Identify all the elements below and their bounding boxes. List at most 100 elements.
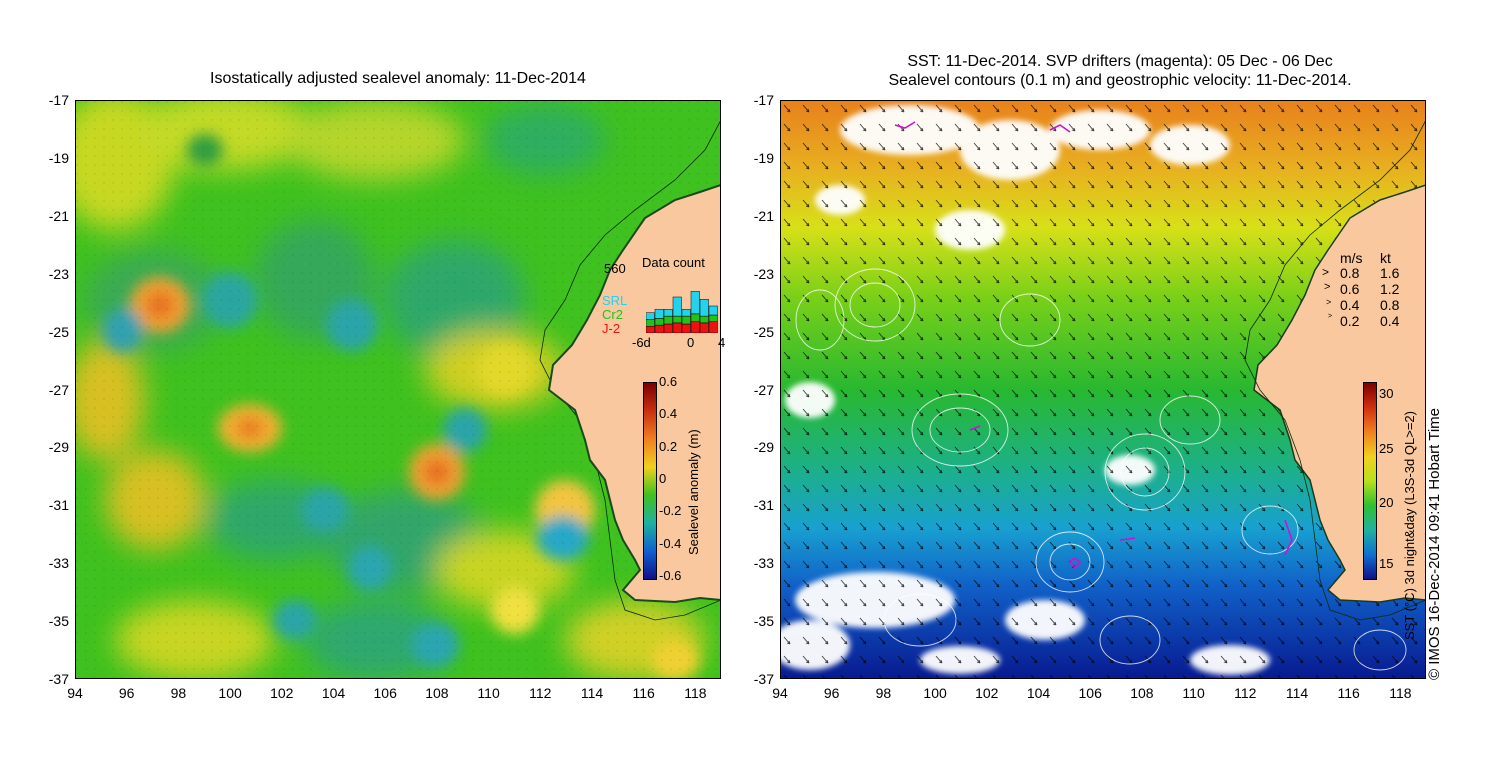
right-x-tick: 102	[975, 685, 999, 701]
data-count-bar-srl	[690, 291, 700, 315]
series-label-j2: J-2	[602, 321, 621, 336]
data-count-bar-cr2	[681, 315, 691, 325]
data-count-bar-srl	[654, 309, 664, 319]
right-x-tick: 98	[875, 685, 892, 701]
data-count-bar-srl	[663, 309, 673, 317]
left-x-tick: 116	[632, 685, 655, 701]
sla-colorbar-label: Sealevel anomaly (m)	[686, 429, 701, 555]
left-y-tick: -27	[48, 381, 69, 398]
data-count-bar-j-2	[690, 321, 700, 333]
sla-colorbar	[643, 382, 657, 580]
series-label-cr2: Cr2	[602, 307, 623, 322]
data-count-bar-srl	[672, 296, 682, 317]
left-panel-title: Isostatically adjusted sealevel anomaly:…	[210, 70, 586, 87]
sst-cb-tick-0: 30	[1379, 386, 1394, 401]
left-y-tick: -21	[48, 207, 69, 224]
inset-x-label-end: 4	[718, 335, 726, 350]
data-count-bar-j-2	[646, 326, 655, 333]
sst-cb-tick-3: 15	[1379, 556, 1394, 571]
left-x-tick: 96	[118, 685, 135, 701]
velocity-kt-0: 1.6	[1380, 265, 1400, 281]
right-y-tick: -17	[753, 92, 774, 108]
left-x-tick: 100	[218, 685, 242, 701]
sst-colorbar	[1363, 382, 1377, 580]
velocity-ms-1: 0.6	[1340, 281, 1360, 297]
right-x-tick: 106	[1078, 685, 1102, 701]
left-y-tick: -23	[48, 265, 69, 282]
velocity-ms-0: 0.8	[1340, 265, 1360, 281]
right-y-tick: -33	[753, 555, 774, 572]
data-count-bar-srl	[681, 309, 691, 317]
data-count-bar-cr2	[646, 319, 655, 327]
sla-cb-tick-3: 0	[659, 471, 667, 486]
data-count-bar-cr2	[708, 314, 718, 322]
left-x-tick: 112	[529, 685, 552, 701]
left-y-tick: -25	[48, 323, 69, 340]
left-x-tick: 98	[170, 685, 187, 701]
velocity-kt-1: 1.2	[1380, 281, 1400, 297]
left-y-tick: -31	[48, 497, 69, 514]
sla-cb-tick-2: 0.2	[659, 439, 678, 454]
right-x-tick: 104	[1026, 685, 1051, 701]
right-x-tick: 96	[823, 685, 840, 701]
data-count-bar-srl	[699, 299, 709, 317]
left-x-tick: 118	[684, 685, 707, 701]
right-x-tick: 108	[1130, 685, 1154, 701]
velocity-legend: m/s kt > 0.8 1.6 > 0.6 1.2 > 0.4 0.8 > 0…	[1318, 250, 1418, 335]
imos-credit: © IMOS 16-Dec-2014 09:41 Hobart Time	[1426, 407, 1443, 680]
velocity-ms-3: 0.2	[1340, 313, 1360, 329]
series-label-srl: SRL	[602, 293, 628, 308]
velocity-ms-2: 0.4	[1340, 297, 1360, 313]
data-count-bar-srl	[708, 305, 718, 316]
velocity-arrow-icon: >	[1326, 297, 1332, 307]
right-x-tick: 94	[772, 685, 788, 701]
left-x-tick: 106	[373, 685, 397, 701]
data-count-max-label: 560	[604, 261, 626, 276]
data-count-bar-cr2	[654, 318, 664, 326]
data-count-bar-j-2	[699, 322, 709, 333]
velocity-arrow-icon: >	[1324, 281, 1331, 293]
data-count-bar-cr2	[699, 315, 709, 324]
right-x-tick: 114	[1285, 685, 1309, 701]
inset-x-label-start: -6d	[632, 335, 651, 350]
sla-cb-tick-1: 0.4	[659, 406, 678, 421]
inset-x-label-zero: 0	[687, 335, 695, 350]
left-x-tick: 94	[67, 685, 83, 701]
right-x-tick: 116	[1337, 685, 1360, 701]
sla-cb-tick-4: -0.2	[659, 503, 682, 518]
data-count-bar-j-2	[681, 323, 691, 333]
left-y-tick: -37	[48, 671, 69, 687]
left-y-tick: -19	[48, 149, 69, 166]
data-count-bar-j-2	[672, 322, 682, 333]
data-count-bar-cr2	[672, 315, 682, 324]
left-x-tick: 108	[425, 685, 449, 701]
data-count-bar-j-2	[663, 323, 673, 333]
sst-colorbar-label: SST (°C) 3d night&day (L3S-3d QL>=2)	[1402, 411, 1417, 640]
right-y-tick: -21	[753, 207, 774, 224]
right-y-tick: -29	[753, 439, 774, 456]
right-y-tick: -25	[753, 323, 774, 340]
right-panel-title-line2: Sealevel contours (0.1 m) and geostrophi…	[888, 72, 1352, 89]
right-y-tick: -37	[753, 671, 774, 687]
left-x-tick: 102	[270, 685, 294, 701]
right-y-tick: -31	[753, 497, 774, 514]
right-x-tick: 100	[923, 685, 947, 701]
right-y-tick: -27	[753, 381, 774, 398]
left-y-tick: -35	[48, 613, 69, 630]
data-count-bar-cr2	[663, 315, 673, 325]
velocity-arrow-icon: >	[1328, 313, 1333, 320]
right-y-tick: -19	[753, 149, 774, 166]
data-count-bar-j-2	[654, 324, 664, 333]
velocity-unit-kt: kt	[1380, 250, 1391, 266]
data-count-bar-srl	[646, 312, 655, 320]
right-y-tick: -35	[753, 613, 774, 630]
sla-cb-tick-5: -0.4	[659, 536, 682, 551]
sla-cb-tick-6: -0.6	[659, 568, 682, 583]
velocity-kt-3: 0.4	[1380, 313, 1400, 329]
right-x-tick: 110	[1182, 685, 1205, 701]
velocity-kt-2: 0.8	[1380, 297, 1400, 313]
right-x-tick: 112	[1234, 685, 1257, 701]
left-y-tick: -17	[48, 92, 69, 108]
right-x-tick: 118	[1389, 685, 1412, 701]
sst-map	[780, 100, 1426, 679]
